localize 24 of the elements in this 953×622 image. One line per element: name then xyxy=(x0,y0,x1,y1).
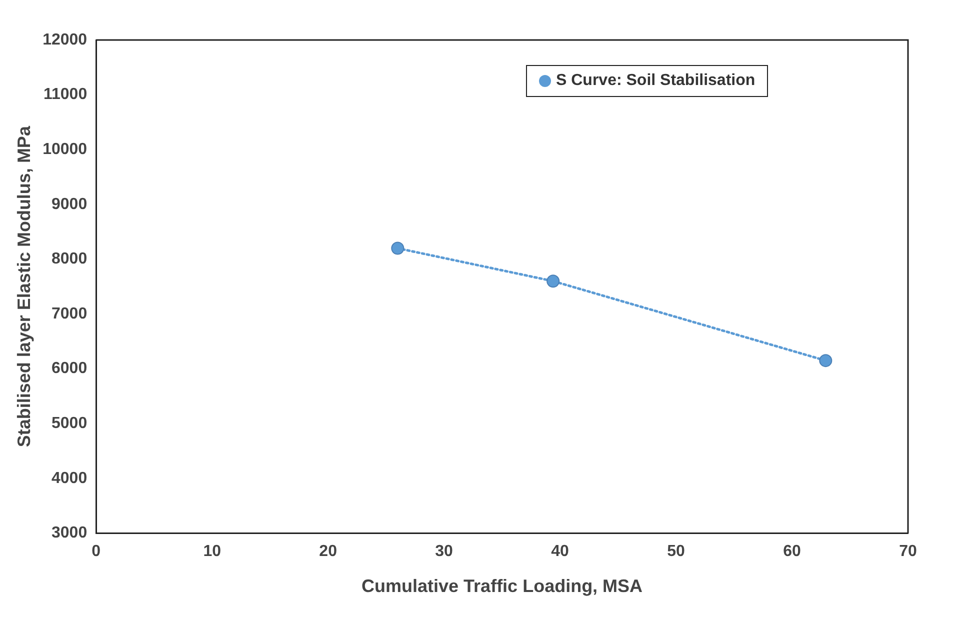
x-tick-label: 60 xyxy=(783,543,802,560)
point xyxy=(819,354,832,368)
y-tick-label: 6000 xyxy=(52,360,88,378)
x-tick-label: 70 xyxy=(899,543,917,560)
x-tick-label: 20 xyxy=(319,543,338,560)
y-tick-label: 9000 xyxy=(52,196,88,213)
point xyxy=(391,242,404,255)
legend-label: S Curve: Soil Stabilisation xyxy=(556,72,756,90)
y-tick-label: 8000 xyxy=(52,250,88,268)
x-tick-label: 40 xyxy=(551,543,570,560)
y-tick-label: 7000 xyxy=(52,305,88,322)
y-tick-label: 10000 xyxy=(42,141,88,158)
y-tick-label: 4000 xyxy=(52,470,88,487)
y-tick-label: 12000 xyxy=(42,31,88,48)
x-tick-label: 0 xyxy=(92,543,101,560)
y-tick-label: 3000 xyxy=(52,524,88,542)
x-axis-title: Cumulative Traffic Loading, MSA xyxy=(362,576,643,596)
y-tick-label: 5000 xyxy=(52,415,88,432)
x-tick-label: 50 xyxy=(667,543,686,560)
x-tick-label: 10 xyxy=(203,543,222,560)
y-axis-title: Stabilised layer Elastic Modulus, MPa xyxy=(14,125,34,448)
y-tick-label: 11000 xyxy=(43,86,88,104)
point xyxy=(546,274,560,288)
x-tick-label: 30 xyxy=(435,543,454,560)
